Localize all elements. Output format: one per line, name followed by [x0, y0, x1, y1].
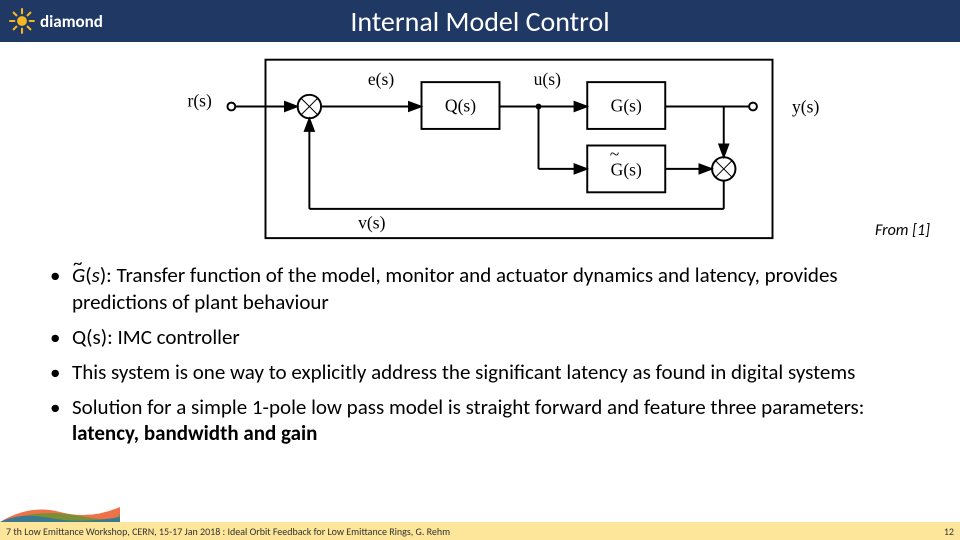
footer-stripe-decor: [0, 502, 120, 522]
bullet-item: ~G(s): Transfer function of the model, m…: [50, 262, 932, 316]
logo: diamond: [8, 7, 103, 35]
page-number: 12: [944, 525, 954, 538]
logo-text: diamond: [40, 11, 103, 32]
svg-text:v(s): v(s): [358, 212, 385, 232]
svg-text:e(s): e(s): [368, 69, 394, 89]
bullet-item: Solution for a simple 1-pole low pass mo…: [50, 394, 932, 448]
svg-text:u(s): u(s): [534, 69, 561, 89]
from-reference: From [1]: [875, 221, 930, 240]
footer-bar: 7 th Low Emittance Workshop, CERN, 15-17…: [0, 522, 960, 540]
footer-text: 7 th Low Emittance Workshop, CERN, 15-17…: [6, 525, 450, 538]
bullet-item: Q(s): IMC controller: [50, 324, 932, 351]
diamond-logo-icon: [8, 7, 36, 35]
svg-text:y(s): y(s): [792, 96, 819, 116]
svg-text:Q(s): Q(s): [445, 95, 476, 115]
svg-text:~: ~: [610, 144, 620, 164]
bullet-item: This system is one way to explicitly add…: [50, 359, 932, 386]
slide-title: Internal Model Control: [350, 4, 609, 39]
header-bar: diamond Internal Model Control: [0, 0, 960, 42]
body-content: ~G(s): Transfer function of the model, m…: [0, 242, 960, 447]
svg-text:G(s): G(s): [611, 95, 642, 115]
svg-text:r(s): r(s): [188, 91, 213, 111]
block-diagram: Q(s)G(s)G(s)~+−+−r(s)y(s)e(s)u(s)v(s): [0, 42, 960, 242]
